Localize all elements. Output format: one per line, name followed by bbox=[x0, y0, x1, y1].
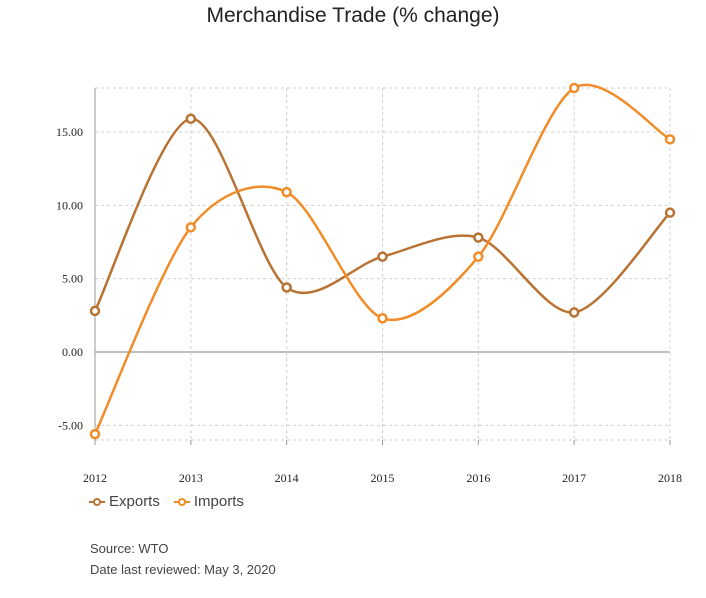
y-tick-label: 15.00 bbox=[56, 125, 83, 139]
x-tick-label: 2018 bbox=[658, 471, 682, 485]
data-point-exports[interactable] bbox=[89, 305, 101, 317]
x-tick-label: 2014 bbox=[275, 471, 299, 485]
footer: Source: WTO Date last reviewed: May 3, 2… bbox=[90, 538, 276, 580]
exports-marker-icon bbox=[89, 497, 105, 506]
chart-title: Merchandise Trade (% change) bbox=[206, 4, 500, 27]
y-tick-label: 0.00 bbox=[62, 345, 83, 359]
y-tick-label: -5.00 bbox=[58, 418, 83, 432]
legend-item-exports[interactable]: Exports bbox=[89, 493, 160, 510]
data-point-imports[interactable] bbox=[377, 313, 388, 324]
data-point-imports[interactable] bbox=[473, 251, 484, 262]
data-point-imports[interactable] bbox=[281, 186, 292, 198]
legend-label-exports: Exports bbox=[109, 493, 160, 510]
legend-label-imports: Imports bbox=[193, 493, 244, 510]
series-layer bbox=[89, 82, 676, 440]
legend-item-imports[interactable]: Imports bbox=[173, 493, 244, 510]
legend: Exports Imports bbox=[89, 493, 244, 510]
data-point-exports[interactable] bbox=[377, 251, 388, 262]
x-tick-label: 2013 bbox=[179, 471, 203, 485]
imports-marker-icon bbox=[173, 497, 190, 506]
source-note: Source: WTO bbox=[90, 541, 169, 556]
data-point-imports[interactable] bbox=[185, 222, 197, 233]
x-tick-label: 2016 bbox=[466, 471, 490, 485]
data-point-exports[interactable] bbox=[185, 113, 197, 125]
grid bbox=[94, 87, 671, 441]
y-tick-label: 5.00 bbox=[62, 272, 83, 286]
data-point-exports[interactable] bbox=[281, 282, 292, 293]
x-tick-label: 2015 bbox=[371, 471, 395, 485]
y-axis-tick-labels: -5.00 0.00 5.00 10.00 15.00 bbox=[56, 125, 83, 432]
data-point-exports[interactable] bbox=[568, 307, 580, 318]
data-point-imports[interactable] bbox=[568, 82, 580, 94]
x-axis-tick-labels: 2012 2013 2014 2015 2016 2017 2018 bbox=[83, 471, 682, 485]
data-point-imports[interactable] bbox=[664, 134, 676, 145]
data-point-imports[interactable] bbox=[89, 428, 101, 440]
x-tick-label: 2012 bbox=[83, 471, 107, 485]
x-tick-label: 2017 bbox=[562, 471, 586, 485]
data-point-exports[interactable] bbox=[664, 207, 676, 218]
data-point-exports[interactable] bbox=[473, 232, 484, 243]
axes bbox=[94, 88, 671, 445]
y-tick-label: 10.00 bbox=[56, 198, 83, 212]
last-reviewed-note: Date last reviewed: May 3, 2020 bbox=[90, 562, 276, 577]
